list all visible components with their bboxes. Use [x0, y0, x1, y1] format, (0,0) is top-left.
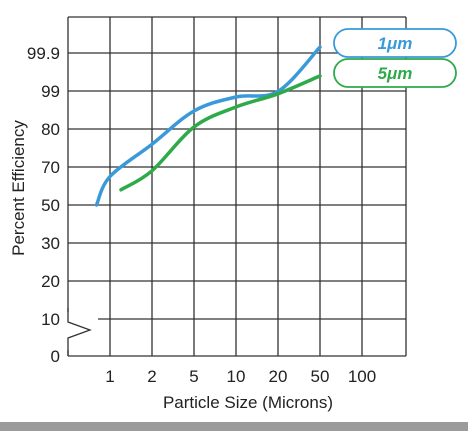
x-tick-label: 100 — [348, 367, 376, 386]
chart-grid — [67, 16, 407, 357]
axis-break — [64, 308, 98, 356]
y-tick-label: 10 — [41, 310, 60, 329]
x-tick-label: 5 — [189, 367, 198, 386]
series-line-2 — [119, 74, 322, 192]
y-tick-label: 20 — [41, 272, 60, 291]
y-tick-label: 50 — [41, 196, 60, 215]
legend-pill-1 — [333, 28, 457, 58]
x-tick-labels: 1 2 5 10 20 50 100 — [105, 367, 376, 386]
y-tick-labels: 0 10 20 30 50 70 80 99 99.9 — [27, 44, 60, 366]
axis-break-mark — [67, 308, 92, 356]
y-tick-label: 30 — [41, 234, 60, 253]
y-tick-label: 0 — [51, 347, 60, 366]
y-axis-label: Percent Efficiency — [9, 120, 28, 256]
y-tick-label: 70 — [41, 158, 60, 177]
legend: 1μm 5μm — [333, 28, 457, 88]
x-axis-label: Particle Size (Microns) — [163, 393, 333, 412]
legend-label-2: 5μm — [378, 64, 413, 83]
y-tick-label: 99 — [41, 82, 60, 101]
x-tick-label: 10 — [227, 367, 246, 386]
x-tick-label: 2 — [147, 367, 156, 386]
x-tick-label: 1 — [105, 367, 114, 386]
axis-break-mask — [64, 312, 98, 350]
footer-bar — [0, 422, 468, 431]
legend-label-1: 1μm — [378, 34, 413, 53]
legend-pill-2 — [333, 58, 457, 88]
y-tick-label: 80 — [41, 120, 60, 139]
series-line-1 — [94, 45, 322, 207]
series-layer — [94, 45, 322, 207]
y-tick-label: 99.9 — [27, 44, 60, 63]
x-tick-label: 20 — [269, 367, 288, 386]
x-tick-label: 50 — [311, 367, 330, 386]
